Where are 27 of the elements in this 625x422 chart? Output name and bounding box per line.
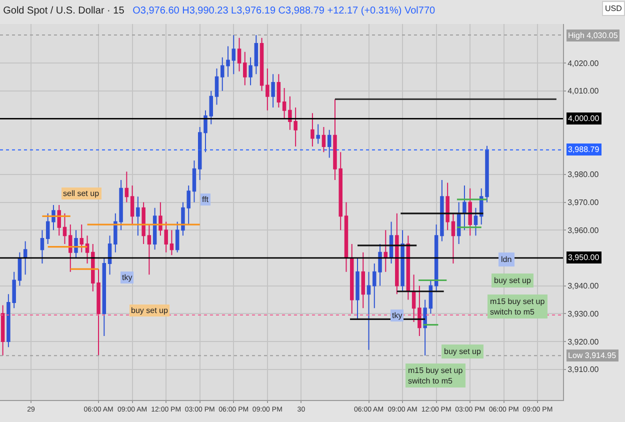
y-tick-label: 3,960.00 [568, 226, 600, 235]
annotation: buy set up [444, 347, 482, 356]
ref-line-label: 3,950.00 [568, 253, 600, 262]
y-tick-label: 3,980.00 [568, 170, 600, 180]
text: USD [605, 4, 622, 13]
annotation: tky [392, 311, 402, 320]
y-tick-label: 3,970.00 [568, 198, 600, 208]
y-tick-label: 3,940.00 [568, 282, 600, 291]
y-tick-label: 3,920.00 [568, 337, 600, 346]
ref-line-label: High 4,030.05 [568, 31, 618, 40]
annotation: ldn [501, 255, 512, 264]
annotation: sell set up [63, 189, 100, 198]
chart-title: Gold Spot / U.S. Dollar · 15 [3, 5, 124, 16]
y-tick-label: 3,910.00 [568, 365, 600, 374]
annotation: buy set up [494, 276, 532, 285]
y-tick-label: 3,930.00 [568, 309, 600, 318]
y-tick-label: 4,020.00 [568, 58, 600, 68]
y-tick-label: 4,010.00 [568, 86, 600, 96]
annotation: fft [202, 195, 210, 204]
annotation: tky [122, 273, 132, 282]
ref-line-label: 4,000.00 [568, 114, 600, 123]
annotation: m15 buy set up switch to m5 [490, 297, 546, 316]
annotation: buy set up [131, 306, 168, 315]
ref-line-label: Low 3,914.95 [568, 351, 617, 360]
ref-line-label: 3,988.79 [568, 145, 600, 154]
chart-subtitle: O3,976.60 H3,990.23 L3,976.19 C3,988.79 +12.17 (+0.31%) Vol770 [132, 5, 436, 16]
annotation: m15 buy set up switch to m5 [408, 366, 464, 386]
